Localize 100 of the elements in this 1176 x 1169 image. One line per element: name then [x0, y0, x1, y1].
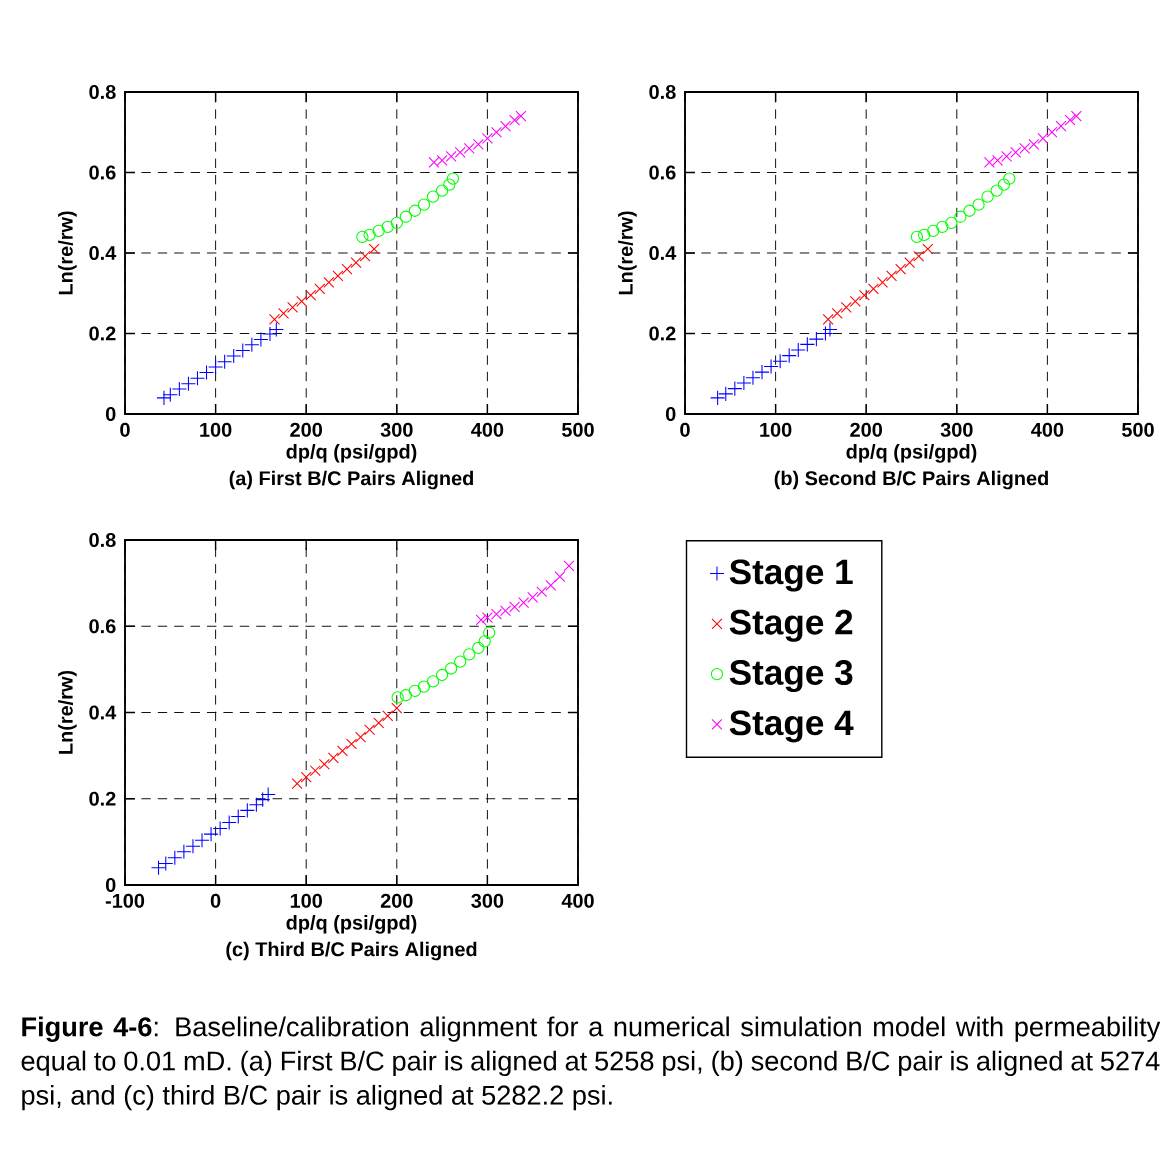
point: [472, 641, 485, 654]
point: [323, 276, 335, 288]
point: [472, 138, 484, 150]
point: [718, 386, 734, 402]
x-tick-label: -100: [105, 893, 145, 908]
point: [162, 387, 178, 403]
point: [454, 146, 466, 158]
point: [518, 597, 530, 609]
point: [435, 668, 449, 682]
point: [203, 826, 219, 842]
point: [799, 336, 815, 352]
y-tick-label: 0.2: [89, 791, 116, 806]
point: [244, 337, 260, 353]
point: [745, 370, 761, 386]
point: [373, 717, 385, 729]
point: [831, 307, 843, 319]
point: [445, 662, 458, 675]
legend-label: Stage 3: [729, 660, 853, 693]
x-tick-label: 400: [471, 422, 504, 437]
x-tick-label: 400: [1031, 422, 1064, 437]
point: [781, 348, 797, 364]
point: [1019, 142, 1031, 154]
x-tick-label: 100: [290, 893, 322, 908]
point: [399, 689, 413, 702]
point: [248, 797, 264, 813]
y-tick-label: 0.2: [89, 326, 116, 341]
point: [727, 381, 743, 397]
point: [408, 684, 422, 698]
point: [945, 216, 958, 229]
y-axis-title: Ln(re/rw): [58, 211, 77, 295]
point: [194, 832, 210, 848]
point: [990, 184, 1003, 197]
point: [483, 626, 496, 639]
point: [545, 579, 557, 591]
point: [268, 321, 284, 338]
point: [189, 370, 206, 386]
point: [309, 765, 321, 777]
point: [913, 250, 925, 262]
point: [314, 283, 326, 295]
point: [478, 635, 491, 648]
point: [287, 301, 299, 313]
point: [176, 844, 192, 860]
x-tick-label: 100: [200, 422, 232, 437]
point: [1064, 114, 1076, 126]
point: [936, 220, 949, 233]
y-axis-title: Ln(re/rw): [618, 211, 637, 295]
point: [426, 190, 440, 203]
point: [356, 230, 369, 244]
point: [150, 860, 167, 876]
point: [790, 342, 806, 358]
point: [255, 792, 271, 808]
point: [217, 354, 233, 370]
point: [822, 321, 838, 338]
point: [910, 230, 924, 244]
x-tick-label: 0: [680, 422, 690, 437]
point: [1001, 150, 1013, 162]
point: [171, 381, 187, 397]
point: [368, 243, 380, 255]
point: [563, 560, 575, 572]
point: [381, 220, 394, 233]
text: (b) Second B/C Pairs Aligned: [774, 470, 1048, 490]
point: [230, 808, 246, 824]
x-tick-label: 0: [120, 422, 130, 437]
point: [481, 612, 493, 624]
point: [1010, 146, 1022, 158]
point: [1046, 126, 1058, 138]
point: [327, 752, 339, 764]
point: [341, 263, 353, 275]
y-tick-label: 0.4: [649, 245, 677, 261]
legend-label: Stage 1: [729, 559, 853, 592]
y-tick-label: 0: [665, 406, 676, 422]
point: [886, 270, 898, 282]
point: [235, 342, 251, 358]
point: [399, 210, 413, 223]
legend-label: Stage 4: [729, 710, 854, 743]
point: [198, 364, 215, 381]
y-tick-label: 0.4: [89, 705, 117, 720]
y-tick-label: 0.8: [89, 84, 116, 100]
point: [350, 257, 362, 269]
point: [364, 724, 376, 736]
y-tick-label: 0.8: [89, 532, 116, 548]
y-tick-label: 0.4: [89, 245, 117, 261]
point: [840, 301, 852, 313]
point: [817, 325, 833, 342]
point: [736, 375, 752, 391]
point: [527, 591, 539, 603]
point: [877, 276, 889, 288]
point: [212, 820, 228, 837]
text: Figure 4-6: Baseline/calibration alignment for a numerical simulation model with permeability equal to 0.01 mD. (a) First B/C pair is aligned at 5258 psi, (b) second B/C pair is aligned at 5274 psi, and (c) third B/C pair is aligned at 5282.2 psi.: [21, 1016, 1161, 1111]
y-tick-label: 0.8: [649, 84, 676, 100]
point: [408, 204, 422, 217]
point: [867, 283, 879, 295]
point: [268, 313, 280, 325]
point: [481, 132, 493, 144]
point: [221, 814, 237, 831]
point: [291, 778, 303, 790]
point: [363, 228, 376, 242]
point: [446, 172, 460, 185]
point: [180, 376, 196, 392]
x-axis-title: dp/q (psi/gpd): [846, 444, 977, 463]
